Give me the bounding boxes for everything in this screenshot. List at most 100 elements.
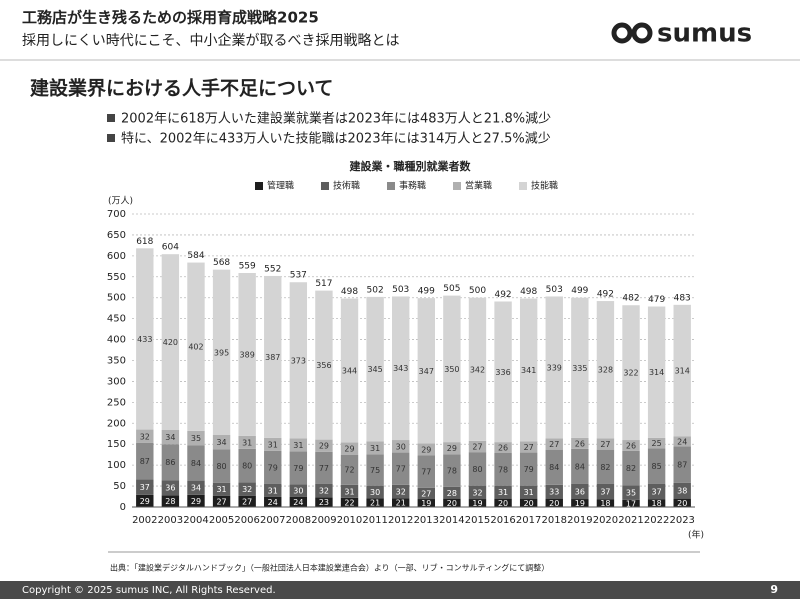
bar-segment: [264, 496, 282, 507]
bar-segment: [212, 449, 231, 483]
bar-segment: [545, 449, 563, 485]
bar-segment: [519, 498, 538, 507]
x-tick-label: 2007: [260, 515, 285, 526]
x-tick-label: 2006: [234, 515, 259, 526]
chart: 0 50 100 150 200 250 300 350 400 450 500 550 600 650 7…: [107, 180, 695, 526]
value-label: 395: [214, 348, 229, 357]
y-tick-label: 500: [107, 293, 126, 304]
x-tick-label: 2021: [618, 515, 643, 526]
x-tick-label: 2003: [158, 515, 183, 526]
value-label: 72: [344, 466, 354, 475]
value-label: 84: [549, 463, 559, 472]
x-tick-label: 2014: [439, 515, 464, 526]
bar-segment: [622, 305, 640, 441]
bar-segment: [468, 452, 487, 486]
value-label: 30: [370, 488, 380, 497]
bar-segment: [366, 296, 384, 442]
value-label: 35: [626, 489, 636, 498]
total-label: 517: [315, 279, 332, 289]
heading: 建設業界における人手不足について: [30, 77, 333, 100]
y-tick-label: 550: [107, 272, 126, 283]
value-label: 29: [140, 497, 150, 506]
y-tick-label: 700: [107, 209, 126, 220]
bar-segment: [571, 483, 589, 500]
bar-segment: [187, 430, 205, 446]
value-label: 31: [344, 487, 354, 496]
bar-segment: [238, 273, 256, 436]
value-label: 79: [293, 464, 303, 473]
y-tick-label: 50: [113, 481, 126, 492]
bar-segment: [187, 262, 205, 431]
y-tick-label: 400: [107, 335, 126, 346]
total-label: 499: [418, 287, 435, 297]
bar-segment: [494, 301, 512, 443]
value-label: 344: [342, 367, 357, 376]
bar-segment: [161, 429, 180, 445]
value-label: 345: [367, 365, 382, 374]
value-label: 34: [165, 433, 175, 442]
value-label: 339: [547, 363, 562, 372]
total-label: 482: [622, 294, 639, 304]
value-label: 402: [188, 343, 203, 352]
value-label: 31: [498, 488, 508, 497]
footer-bar: [0, 581, 800, 599]
value-label: 34: [216, 438, 226, 447]
value-label: 29: [344, 445, 354, 454]
value-label: 27: [216, 497, 226, 506]
bar-segment: [340, 298, 359, 443]
bar-segment: [647, 306, 666, 438]
bar-segment: [340, 497, 359, 507]
bar-segment: [289, 496, 308, 507]
bar-segment: [494, 442, 512, 454]
bar-segment: [340, 454, 359, 485]
value-label: 20: [677, 499, 687, 508]
value-label: 314: [649, 368, 664, 377]
value-label: 77: [421, 468, 431, 477]
bar-segment: [647, 448, 666, 484]
bar-segment: [622, 499, 640, 507]
value-label: 343: [393, 364, 408, 373]
value-label: 27: [524, 443, 534, 452]
value-label: 32: [242, 485, 252, 494]
value-label: 84: [575, 462, 585, 471]
total-label: 492: [494, 290, 511, 300]
bar-segment: [443, 295, 461, 443]
value-label: 26: [498, 444, 508, 453]
bar-segment: [392, 452, 410, 485]
bullet: [107, 114, 115, 122]
total-label: 505: [443, 284, 460, 294]
bar-segment: [238, 435, 256, 449]
value-label: 30: [293, 487, 303, 496]
bar-segment: [596, 499, 615, 507]
source: 出典：「建設業デジタルハンドブック」（一般社団法人日本建設業連合会）より（一部、…: [110, 563, 549, 573]
bar-segment: [212, 482, 231, 496]
value-label: 82: [600, 463, 610, 472]
value-label: 28: [165, 497, 175, 506]
bar-segment: [622, 485, 640, 500]
value-label: 22: [344, 498, 354, 507]
bar-segment: [392, 296, 410, 441]
bar-segment: [673, 482, 691, 499]
total-label: 499: [571, 286, 588, 296]
value-label: 350: [444, 365, 459, 374]
bar-segment: [596, 301, 615, 439]
value-label: 35: [191, 434, 201, 443]
total-label: 479: [648, 295, 665, 305]
bar-segment: [571, 437, 589, 449]
x-tick-label: 2008: [286, 515, 311, 526]
value-label: 25: [652, 439, 662, 448]
logo-mark: [631, 22, 653, 44]
bar-segment: [545, 498, 563, 507]
value-label: 24: [677, 437, 687, 446]
bar-segment: [238, 495, 256, 507]
bar-segment: [366, 454, 384, 486]
value-label: 387: [265, 353, 280, 362]
x-tick-label: 2019: [567, 515, 592, 526]
bar-segment: [596, 438, 615, 450]
bar-segment: [136, 442, 154, 480]
bar-segment: [315, 483, 333, 498]
value-label: 31: [216, 485, 226, 494]
bar-segment: [340, 442, 359, 455]
bar-segment: [289, 451, 308, 485]
value-label: 36: [165, 484, 175, 493]
